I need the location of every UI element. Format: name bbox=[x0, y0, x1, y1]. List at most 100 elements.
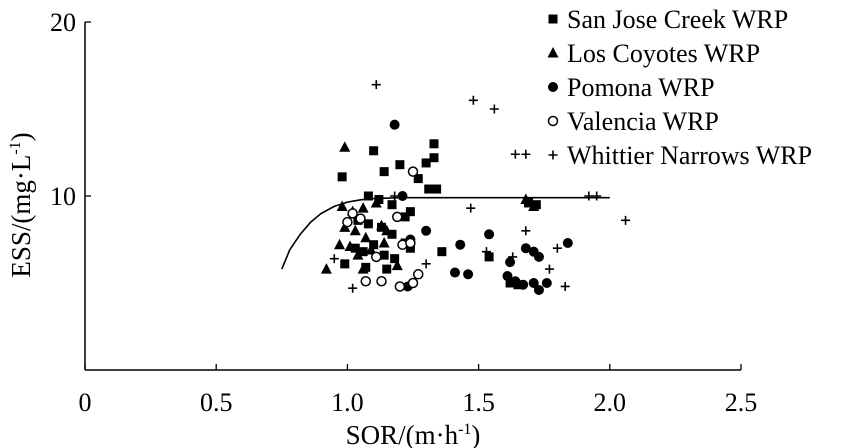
legend-marker bbox=[548, 150, 558, 160]
data-point bbox=[405, 237, 416, 249]
data-point bbox=[358, 247, 368, 257]
series-circle bbox=[389, 119, 573, 295]
data-point bbox=[560, 281, 570, 291]
series-open-circle bbox=[342, 166, 424, 292]
data-point bbox=[531, 200, 541, 210]
data-point bbox=[360, 231, 372, 243]
data-point bbox=[379, 250, 389, 260]
data-point bbox=[349, 224, 361, 236]
legend-marker bbox=[548, 82, 558, 92]
data-point bbox=[320, 263, 332, 274]
data-point bbox=[395, 160, 405, 170]
data-point bbox=[521, 149, 531, 159]
data-point bbox=[369, 146, 379, 156]
x-tick-label: 0 bbox=[79, 388, 92, 417]
data-point bbox=[621, 215, 631, 225]
data-point bbox=[336, 200, 348, 211]
data-point bbox=[520, 193, 532, 204]
data-point bbox=[387, 200, 397, 210]
data-point bbox=[429, 153, 439, 163]
data-point bbox=[584, 191, 594, 201]
data-point bbox=[357, 263, 369, 274]
data-point bbox=[350, 243, 360, 253]
data-point bbox=[371, 251, 382, 263]
data-point bbox=[361, 262, 371, 272]
series-triangle bbox=[320, 141, 540, 274]
data-point bbox=[552, 243, 562, 253]
data-point bbox=[360, 276, 372, 287]
data-point bbox=[533, 284, 544, 295]
x-axis-label: SOR/(m·h-1) bbox=[346, 420, 481, 448]
data-point bbox=[355, 213, 366, 224]
data-point bbox=[382, 264, 392, 274]
y-tick-label: 10 bbox=[50, 182, 76, 211]
legend-marker bbox=[547, 47, 559, 58]
data-point bbox=[379, 167, 389, 177]
data-point bbox=[592, 191, 602, 201]
data-point bbox=[334, 238, 346, 250]
data-point bbox=[528, 200, 540, 211]
data-point bbox=[528, 278, 539, 288]
fit-curve bbox=[281, 196, 610, 270]
legend-marker bbox=[547, 115, 559, 127]
legend-marker bbox=[548, 14, 558, 24]
y-tick-label: 20 bbox=[50, 8, 76, 37]
data-point bbox=[405, 207, 415, 217]
legend-item: Whittier Narrows WRP bbox=[548, 141, 812, 170]
data-point bbox=[455, 239, 466, 250]
legend-label: Pomona WRP bbox=[567, 73, 715, 102]
data-point bbox=[378, 236, 390, 248]
data-point bbox=[392, 211, 403, 223]
data-point bbox=[466, 203, 476, 213]
data-point bbox=[413, 174, 423, 184]
axes: 0 0.5 1.0 1.5 2.0 2.5 10 20 SOR/(m·h-1) ESS/(mg·L… bbox=[6, 8, 757, 448]
data-point bbox=[369, 240, 379, 250]
legend-item: San Jose Creek WRP bbox=[548, 5, 788, 34]
legend-label: San Jose Creek WRP bbox=[567, 5, 788, 34]
legend-item: Pomona WRP bbox=[548, 73, 715, 102]
data-point bbox=[394, 281, 406, 292]
data-point bbox=[407, 166, 419, 177]
data-point bbox=[432, 184, 442, 194]
legend-item: Valencia WRP bbox=[547, 107, 719, 136]
data-point bbox=[376, 219, 388, 231]
data-point bbox=[352, 249, 364, 260]
data-point bbox=[562, 237, 573, 248]
data-point bbox=[510, 276, 520, 286]
legend-label: Whittier Narrows WRP bbox=[567, 141, 812, 170]
data-point bbox=[489, 104, 499, 114]
data-point bbox=[365, 243, 377, 255]
data-point bbox=[376, 276, 387, 287]
data-point bbox=[371, 80, 381, 90]
data-point bbox=[510, 149, 520, 159]
x-tick-label: 0.5 bbox=[200, 388, 233, 417]
data-point bbox=[505, 278, 515, 288]
x-tick-label: 1.5 bbox=[462, 388, 495, 417]
data-point bbox=[390, 191, 400, 201]
x-tick-label: 1.0 bbox=[331, 388, 364, 417]
data-point bbox=[374, 194, 384, 204]
data-point bbox=[518, 279, 529, 290]
data-point bbox=[429, 139, 439, 149]
data-point bbox=[508, 252, 518, 262]
data-point bbox=[484, 252, 494, 262]
legend-label: Los Coyotes WRP bbox=[567, 39, 760, 68]
data-point bbox=[437, 247, 447, 257]
data-point bbox=[381, 224, 393, 236]
data-point bbox=[329, 254, 339, 264]
data-point bbox=[541, 278, 552, 288]
data-point bbox=[363, 219, 373, 229]
data-point bbox=[521, 226, 531, 236]
data-point bbox=[463, 269, 474, 280]
data-point bbox=[449, 267, 460, 278]
data-point bbox=[412, 269, 424, 280]
data-point bbox=[387, 229, 397, 239]
data-point bbox=[389, 119, 400, 130]
data-point bbox=[357, 202, 369, 213]
data-point bbox=[502, 271, 513, 282]
data-point bbox=[337, 172, 347, 182]
points-layer bbox=[320, 80, 631, 295]
data-point bbox=[347, 208, 358, 219]
legend-label: Valencia WRP bbox=[567, 107, 719, 136]
